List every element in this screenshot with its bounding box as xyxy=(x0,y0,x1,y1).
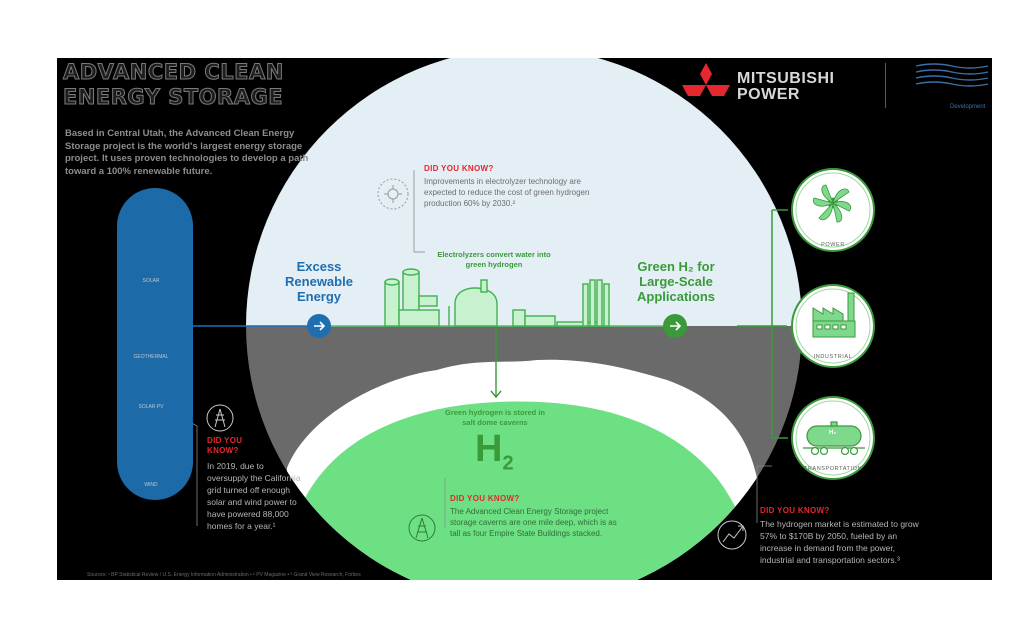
title-line-2: ENERGY STORAGE xyxy=(63,85,284,110)
did-you-know-text-left: In 2019, due to oversupply the Californi… xyxy=(207,461,301,531)
brand-name-line-1: MITSUBISHI xyxy=(737,70,835,87)
title-line-1: ADVANCED CLEAN xyxy=(63,60,284,85)
brand-name: MITSUBISHI POWER xyxy=(737,71,834,103)
did-you-know-left-line-2: KNOW? xyxy=(207,446,239,455)
did-you-know-heading-top: DID YOU KNOW? xyxy=(424,164,494,173)
source-label-geothermal: GEOTHERMAL xyxy=(133,354,169,360)
industrial-factory-icon xyxy=(812,292,856,338)
did-you-know-heading-left: DID YOU KNOW? xyxy=(207,436,242,456)
page-title: ADVANCED CLEAN ENERGY STORAGE xyxy=(63,60,284,110)
h2-letter: H xyxy=(475,428,503,470)
did-you-know-left-line-1: DID YOU xyxy=(207,436,243,445)
partner-label: Development xyxy=(950,104,986,110)
electrolyzer-plant-icon xyxy=(384,268,610,327)
turbine-icon xyxy=(812,184,852,223)
application-label-power: POWER xyxy=(821,242,845,248)
application-label-transportation: TRANSPORTATION xyxy=(803,466,863,472)
brand-divider xyxy=(885,63,886,108)
green-h2-label: Green H₂ for Large-Scale Applications xyxy=(636,259,715,304)
did-you-know-text-bottom: The Advanced Clean Energy Storage projec… xyxy=(450,507,617,538)
partner-wave-logo-icon xyxy=(915,63,989,87)
brand-name-line-2: POWER xyxy=(737,86,800,103)
source-label-solar-pv: SOLAR PV xyxy=(138,404,164,410)
infographic-poster: ADVANCED CLEAN ENERGY STORAGE Based in C… xyxy=(57,58,992,580)
mitsubishi-logo-icon xyxy=(682,63,730,96)
oil-derrick-icon xyxy=(408,514,436,542)
intro-text: Based in Central Utah, the Advanced Clea… xyxy=(65,128,309,177)
electrolyzers-label: Electrolyzers convert water into green h… xyxy=(437,250,551,269)
renewable-sources-column xyxy=(117,188,193,500)
application-label-industrial: INDUSTRIAL xyxy=(813,354,853,360)
source-label-solar: SOLAR xyxy=(142,278,160,284)
did-you-know-heading-right: DID YOU KNOW? xyxy=(760,506,830,515)
electrolyzer-gear-icon xyxy=(377,178,409,210)
growth-chart-icon xyxy=(717,520,747,550)
tank-car-icon xyxy=(803,421,865,456)
did-you-know-text-top: Improvements in electrolyzer technology … xyxy=(424,177,590,208)
sources-footnote: Sources: ¹ BP Statistical Review / U.S. … xyxy=(87,572,361,578)
storage-label: Green hydrogen is stored in salt dome ca… xyxy=(444,408,546,427)
excess-energy-label: Excess Renewable Energy xyxy=(285,259,353,304)
tank-h2-label: H₂ xyxy=(829,430,836,436)
source-label-wind: WIND xyxy=(144,482,158,488)
application-circle-power xyxy=(791,168,875,252)
did-you-know-text-right: The hydrogen market is estimated to grow… xyxy=(760,519,919,565)
did-you-know-heading-bottom: DID YOU KNOW? xyxy=(450,494,520,503)
h2-symbol: H2 xyxy=(475,428,514,476)
h2-subscript: 2 xyxy=(502,452,514,475)
power-tower-icon xyxy=(206,404,234,432)
